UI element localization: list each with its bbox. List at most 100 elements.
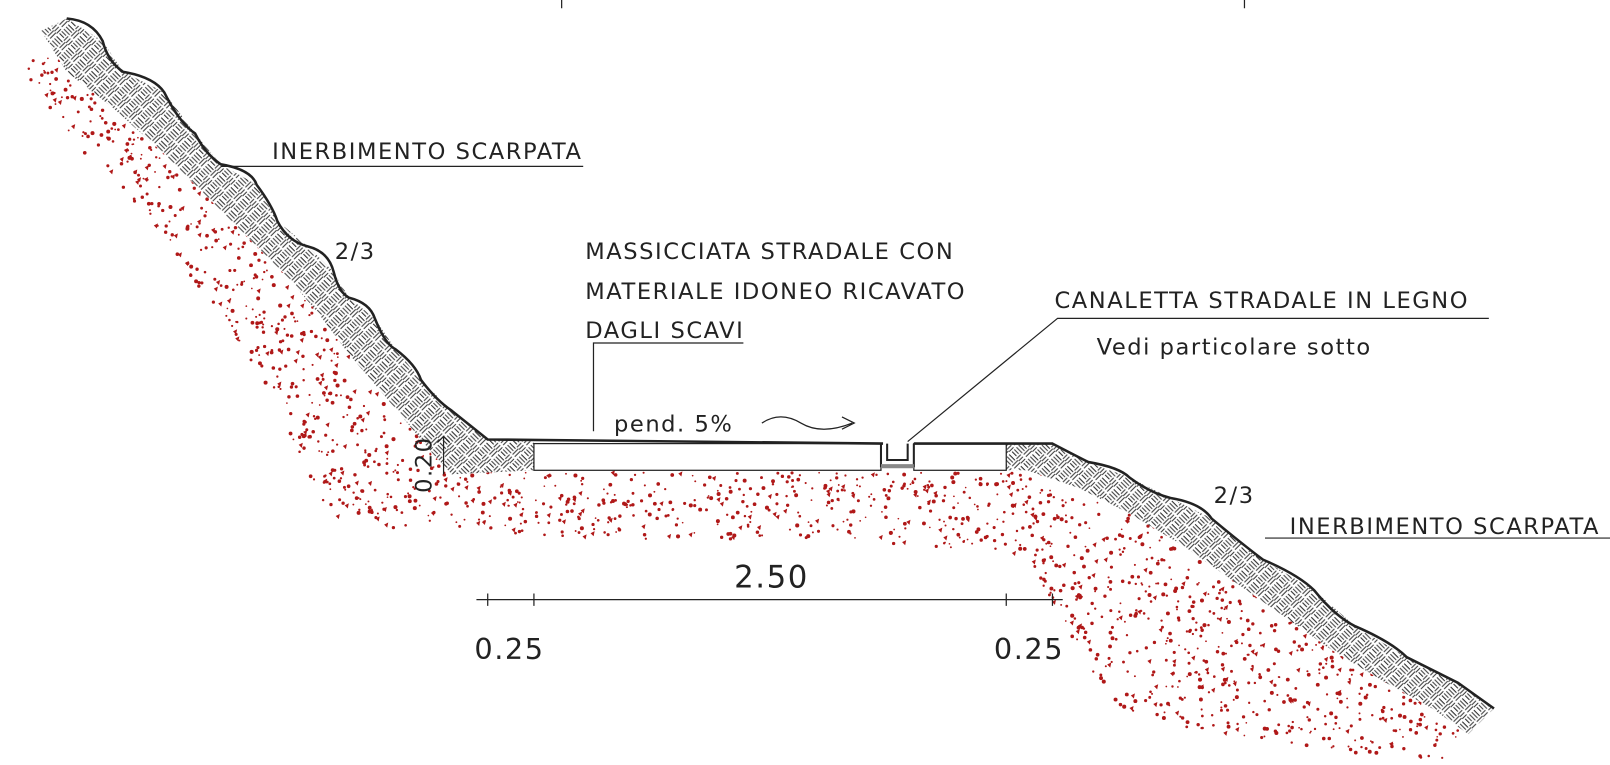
soil-dot [145,192,149,196]
soil-dot [836,528,839,531]
soil-dot [1133,563,1136,566]
soil-dot [1161,625,1164,629]
soil-dot [543,533,546,537]
soil-dot [294,385,298,389]
soil-dot [826,492,831,498]
soil-dot [1330,746,1333,749]
soil-dot [318,404,321,406]
soil-dot [143,176,149,183]
soil-dot [1163,582,1168,587]
soil-dot [463,518,466,521]
soil-dot [230,229,235,235]
soil-dot [396,478,400,482]
soil-dot [477,490,481,494]
soil-dot [1304,642,1308,646]
soil-dot [329,502,333,507]
soil-dot [1273,729,1278,733]
soil-dot [150,201,154,206]
soil-dot [1373,684,1377,689]
soil-dot [1161,716,1166,721]
soil-dot [572,497,577,503]
soil-dot [1130,693,1135,699]
soil-dot [518,501,521,504]
soil-dot [1132,709,1135,712]
soil-dot [376,512,379,515]
soil-dot [302,379,305,382]
soil-dot [359,498,362,501]
soil-dot [968,496,972,500]
soil-dot [354,496,359,501]
soil-dot [1122,660,1125,664]
soil-dot [367,480,373,486]
soil-dot [1064,620,1067,622]
soil-dot [829,479,832,482]
soil-dot [329,488,332,491]
soil-dot [1145,558,1149,561]
soil-dot [70,95,74,99]
soil-dot [1170,671,1175,677]
soil-dot [300,432,304,437]
soil-dot [1042,562,1045,565]
soil-dot [284,364,288,368]
soil-dot [1294,626,1299,631]
soil-dot [1156,582,1160,585]
soil-dot [257,361,262,366]
dimension: 2.50 [734,559,809,595]
soil-dot [1153,701,1158,708]
soil-dot [728,486,732,489]
soil-dot [1198,697,1203,702]
soil-dot [374,391,379,397]
soil-dot [732,533,737,538]
soil-dot [944,524,947,527]
soil-dot [271,283,276,288]
soil-dot [320,450,323,453]
soil-dot [1220,663,1225,667]
soil-dot [856,499,860,503]
soil-dot [255,325,259,329]
soil-dot [517,529,522,534]
soil-dot [1332,745,1335,748]
soil-dot [546,512,551,518]
soil-dot [1359,686,1363,690]
soil-dot [493,496,497,500]
soil-dot [887,489,892,493]
soil-dot [1233,680,1236,683]
soil-dot [1413,701,1417,705]
soil-dot [725,513,729,516]
soil-dot [1110,625,1114,629]
soil-dot [139,184,142,188]
soil-dot [1194,628,1198,632]
soil-dot [293,358,298,364]
soil-dot [1119,553,1122,556]
soil-dot [855,478,859,481]
soil-dot [1330,659,1334,663]
soil-dot [360,417,365,423]
soil-dot [205,210,208,213]
dimension: 0.25 [994,632,1064,666]
soil-dot [407,492,410,495]
soil-dot [1276,649,1281,653]
soil-dot [381,501,384,504]
soil-dot [214,238,218,243]
soil-dot [288,431,293,436]
soil-dot [125,142,130,146]
soil-dot [851,491,855,495]
soil-dot [1358,717,1362,721]
soil-dot [1169,545,1174,552]
soil-dot [335,513,340,520]
soil-dot [1235,688,1239,692]
soil-dot [767,508,771,512]
soil-dot [427,489,431,493]
soil-dot [785,494,788,498]
soil-dot [222,245,227,251]
soil-dot [363,463,367,467]
soil-dot [150,148,153,152]
soil-dot [596,518,600,522]
soil-dot [321,498,325,502]
soil-dot [807,521,810,524]
soil-dot [358,414,363,419]
soil-dot [613,473,618,477]
soil-dot [1207,593,1210,595]
soil-dot [1108,644,1112,649]
soil-dot [203,214,207,218]
